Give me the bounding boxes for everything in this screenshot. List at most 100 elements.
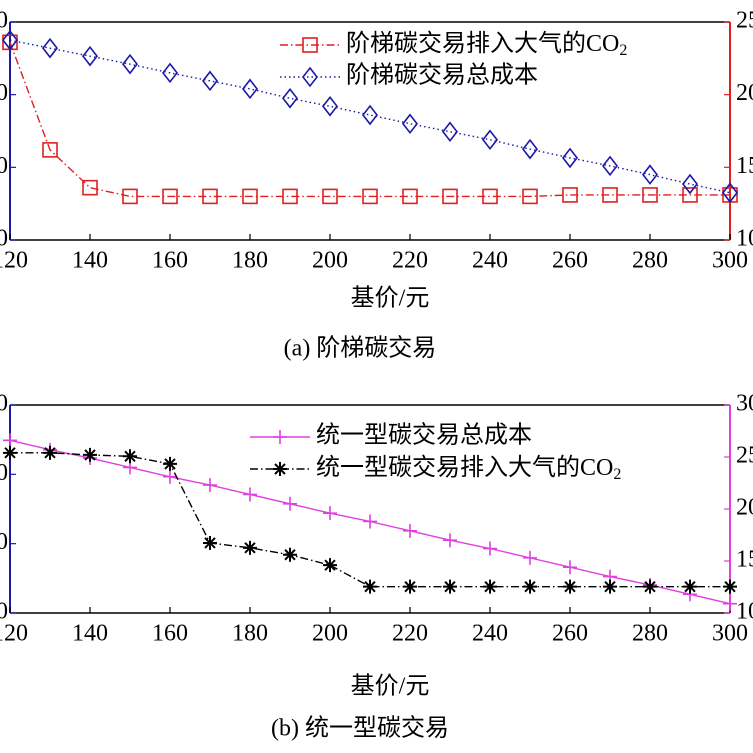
marker	[81, 45, 99, 67]
marker	[643, 579, 657, 594]
y2-tick-label: 15	[736, 153, 753, 179]
x-tick-label: 140	[72, 621, 108, 647]
marker	[301, 66, 319, 88]
marker	[442, 188, 458, 205]
marker	[323, 506, 337, 521]
x-tick-label: 160	[152, 248, 188, 274]
marker	[83, 447, 97, 462]
marker	[163, 469, 177, 484]
series-line	[9, 42, 730, 198]
marker	[721, 182, 739, 204]
marker	[1, 29, 19, 51]
marker	[82, 179, 98, 196]
x-tick-label: 280	[632, 248, 668, 274]
y2-tick-label: 30	[736, 391, 753, 417]
marker	[43, 445, 57, 460]
y-tick-label: 190	[0, 80, 8, 106]
x-tick-label: 220	[392, 248, 428, 274]
marker	[522, 188, 538, 205]
marker	[681, 173, 699, 195]
marker	[401, 113, 419, 135]
legend-label: 统一型碳交易总成本	[316, 422, 532, 449]
marker	[3, 445, 17, 460]
x-tick-label: 260	[552, 248, 588, 274]
marker	[161, 62, 179, 84]
marker	[523, 550, 537, 565]
marker	[282, 188, 298, 205]
x-tick-label: 240	[472, 248, 508, 274]
x-tick-label: 220	[392, 621, 428, 647]
marker	[123, 449, 137, 464]
y2-tick-label: 25	[736, 8, 753, 34]
y-tick-label: 170	[0, 226, 8, 252]
x-tick-label: 160	[152, 621, 188, 647]
marker	[203, 478, 217, 493]
marker	[483, 579, 497, 594]
y2-tick-label: 20	[736, 80, 753, 106]
marker	[682, 187, 698, 203]
y2-tick-label: 15	[736, 547, 753, 573]
marker	[281, 87, 299, 109]
y-tick-label: 180	[0, 153, 8, 179]
marker	[403, 523, 417, 538]
x-tick-label: 280	[632, 621, 668, 647]
marker	[563, 560, 577, 575]
marker	[482, 188, 498, 205]
marker	[241, 78, 259, 100]
marker	[603, 579, 617, 594]
marker	[723, 579, 737, 594]
marker	[602, 187, 618, 203]
x-tick-label: 300	[712, 621, 748, 647]
x-tick-label: 240	[472, 621, 508, 647]
marker	[601, 155, 619, 177]
marker	[42, 142, 58, 158]
caption: (a) 阶梯碳交易	[284, 335, 437, 362]
y-tick-label: 40	[0, 391, 8, 417]
x-tick-label: 300	[712, 248, 748, 274]
marker	[642, 187, 658, 203]
marker	[322, 188, 338, 205]
x-tick-label: 120	[0, 248, 28, 274]
marker	[323, 558, 337, 573]
marker	[723, 596, 737, 611]
series-line	[9, 39, 731, 194]
x-tick-label: 140	[72, 248, 108, 274]
marker	[561, 147, 579, 169]
marker	[523, 579, 537, 594]
legend-label: 阶梯碳交易总成本	[346, 62, 538, 89]
y-tick-label: 200	[0, 8, 8, 34]
marker	[121, 53, 139, 75]
marker	[481, 129, 499, 151]
legend-label: 阶梯碳交易排入大气的CO2	[346, 30, 627, 59]
marker	[203, 535, 217, 550]
marker	[243, 487, 257, 502]
marker	[443, 579, 457, 594]
marker	[441, 121, 459, 143]
marker	[403, 579, 417, 594]
marker	[361, 104, 379, 126]
y2-tick-label: 25	[736, 443, 753, 469]
marker	[243, 540, 257, 555]
marker	[363, 579, 377, 594]
marker	[402, 188, 418, 205]
legend-label: 统一型碳交易排入大气的CO2	[316, 454, 621, 483]
marker	[443, 533, 457, 548]
y2-tick-label: 10	[736, 599, 753, 625]
marker	[283, 496, 297, 511]
marker	[283, 547, 297, 562]
marker	[362, 188, 378, 205]
x-tick-label: 180	[232, 621, 268, 647]
marker	[273, 430, 287, 444]
marker	[641, 164, 659, 185]
marker	[483, 541, 497, 556]
marker	[363, 514, 377, 529]
marker	[201, 70, 219, 92]
y-tick-label: 20	[0, 529, 8, 555]
x-tick-label: 180	[232, 248, 268, 274]
x-axis-label: 基价/元	[351, 285, 430, 312]
marker	[563, 579, 577, 594]
x-tick-label: 200	[312, 621, 348, 647]
marker	[321, 95, 339, 117]
marker	[273, 462, 287, 476]
